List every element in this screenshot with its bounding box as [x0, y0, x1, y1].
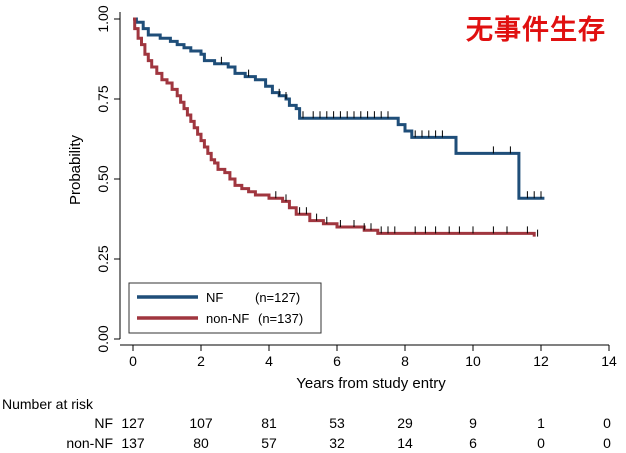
x-axis-title: Years from study entry — [296, 375, 446, 392]
risk-value: 57 — [261, 435, 277, 451]
risk-value: 127 — [121, 415, 145, 431]
risk-row-label: NF — [94, 415, 113, 431]
x-tick-label: 10 — [465, 353, 481, 369]
number-at-risk-title: Number at risk — [2, 396, 94, 412]
y-tick-label: 0.75 — [95, 85, 111, 112]
x-tick-label: 6 — [333, 353, 341, 369]
risk-value: 137 — [121, 435, 145, 451]
risk-value: 53 — [329, 415, 345, 431]
x-tick-label: 12 — [533, 353, 549, 369]
risk-value: 14 — [397, 435, 413, 451]
risk-value: 80 — [193, 435, 209, 451]
legend-n: (n=137) — [258, 311, 303, 326]
x-tick-label: 8 — [401, 353, 409, 369]
risk-value: 0 — [537, 435, 545, 451]
risk-value: 9 — [469, 415, 477, 431]
x-tick-label: 2 — [197, 353, 205, 369]
survival-curve-non-nf — [133, 17, 536, 237]
risk-row-label: non-NF — [66, 435, 113, 451]
x-tick-label: 4 — [265, 353, 273, 369]
risk-value: 0 — [603, 415, 611, 431]
legend-label: non-NF — [206, 311, 249, 326]
risk-value: 6 — [469, 435, 477, 451]
y-tick-label: 0.00 — [95, 325, 111, 352]
risk-value: 29 — [397, 415, 413, 431]
y-tick-label: 1.00 — [95, 5, 111, 32]
risk-value: 1 — [537, 415, 545, 431]
legend-box — [128, 282, 322, 334]
risk-value: 0 — [603, 435, 611, 451]
risk-value: 32 — [329, 435, 345, 451]
legend: NF (n=127) non-NF (n=137) — [128, 282, 322, 334]
x-tick-label: 14 — [601, 353, 617, 369]
y-tick-label: 0.50 — [95, 165, 111, 192]
legend-label: NF — [206, 290, 223, 305]
y-axis-title: Probability — [67, 134, 84, 205]
risk-value: 107 — [189, 415, 213, 431]
x-tick-label: 0 — [129, 353, 137, 369]
survival-curve-nf — [133, 17, 545, 200]
risk-value: 81 — [261, 415, 277, 431]
event-free-survival-annotation: 无事件生存 — [466, 15, 606, 46]
y-tick-label: 0.25 — [95, 245, 111, 272]
legend-n: (n=127) — [255, 290, 300, 305]
